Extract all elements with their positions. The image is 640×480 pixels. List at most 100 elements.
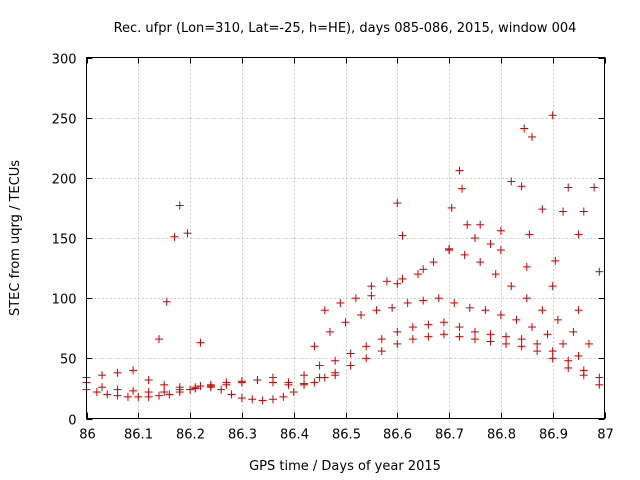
data-point (170, 232, 179, 241)
data-point (160, 388, 169, 397)
data-point (217, 385, 226, 394)
data-point (522, 262, 531, 271)
data-points (82, 111, 604, 405)
series-arc-high-3 (367, 234, 583, 315)
y-tick-label: 0 (68, 414, 76, 429)
y-tick-label: 150 (52, 233, 77, 248)
data-point (507, 282, 516, 291)
data-point (527, 323, 536, 332)
data-point (595, 380, 604, 389)
data-point (377, 347, 386, 356)
data-point (439, 330, 448, 339)
data-point (186, 385, 195, 394)
data-point (196, 382, 205, 391)
data-point (574, 306, 583, 315)
data-point (419, 296, 428, 305)
data-point (144, 375, 153, 384)
series-arc-high-1 (310, 294, 583, 360)
data-point (424, 320, 433, 329)
data-point (522, 294, 531, 303)
data-point (367, 291, 376, 300)
data-point (165, 390, 174, 399)
y-tick-label: 100 (52, 293, 77, 308)
data-point (579, 366, 588, 375)
x-axis-label: GPS time / Days of year 2015 (249, 459, 441, 474)
data-point (502, 332, 511, 341)
data-point (595, 373, 604, 382)
data-point (471, 335, 479, 344)
data-point (248, 395, 257, 404)
data-point (447, 203, 456, 212)
data-point (507, 177, 516, 186)
data-point (455, 166, 464, 175)
data-point (268, 373, 277, 382)
series-arc-mid (82, 318, 604, 393)
data-point (393, 339, 402, 348)
x-tick-label: 86.6 (383, 428, 412, 443)
y-axis-label: STEC from uqrg / TECUs (8, 160, 23, 316)
data-point (134, 392, 143, 401)
data-point (175, 201, 184, 210)
data-point (222, 380, 231, 389)
data-point (564, 356, 573, 365)
grid (86, 57, 605, 419)
data-point (424, 332, 433, 341)
data-point (434, 294, 443, 303)
data-point (398, 231, 407, 240)
data-point (113, 368, 122, 377)
data-point (538, 306, 547, 315)
data-point (486, 240, 495, 249)
data-point (579, 207, 588, 216)
data-point (458, 184, 467, 193)
x-tick-label: 86.9 (539, 428, 568, 443)
data-point (574, 230, 583, 239)
data-point (206, 383, 215, 392)
data-point (289, 388, 298, 397)
series-arc-high-2 (320, 246, 593, 348)
data-point (533, 339, 542, 348)
data-point (403, 298, 412, 307)
data-point (393, 279, 402, 288)
data-point (419, 265, 428, 274)
data-point (527, 132, 536, 141)
data-point (300, 371, 309, 380)
data-point (465, 303, 474, 312)
data-point (553, 315, 562, 324)
data-point (551, 256, 560, 265)
data-point (564, 363, 573, 372)
data-point (227, 390, 236, 399)
data-point (382, 277, 391, 286)
data-point (129, 366, 138, 375)
data-point (129, 386, 138, 395)
data-point (320, 306, 329, 315)
data-point (525, 230, 534, 239)
y-tick-label: 250 (52, 113, 77, 128)
data-point (175, 383, 184, 392)
x-tick-label: 86.7 (435, 428, 464, 443)
data-point (183, 229, 192, 238)
data-point (476, 258, 485, 267)
data-point (595, 267, 604, 276)
data-point (357, 311, 366, 320)
data-point (325, 327, 334, 336)
data-point (548, 347, 557, 356)
data-point (162, 297, 171, 306)
data-point (491, 270, 500, 279)
data-point (155, 391, 164, 400)
data-point (393, 199, 402, 208)
data-point (351, 294, 360, 303)
data-point (98, 383, 107, 392)
x-tick-label: 86.2 (176, 428, 205, 443)
data-point (377, 335, 386, 344)
data-point (398, 274, 407, 283)
data-point (279, 392, 288, 401)
series-outliers (155, 111, 604, 347)
data-point (455, 332, 464, 341)
data-point (517, 335, 526, 344)
data-point (548, 282, 557, 291)
data-point (346, 361, 355, 370)
data-point (237, 378, 246, 387)
data-point (471, 234, 479, 242)
data-point (502, 339, 511, 348)
